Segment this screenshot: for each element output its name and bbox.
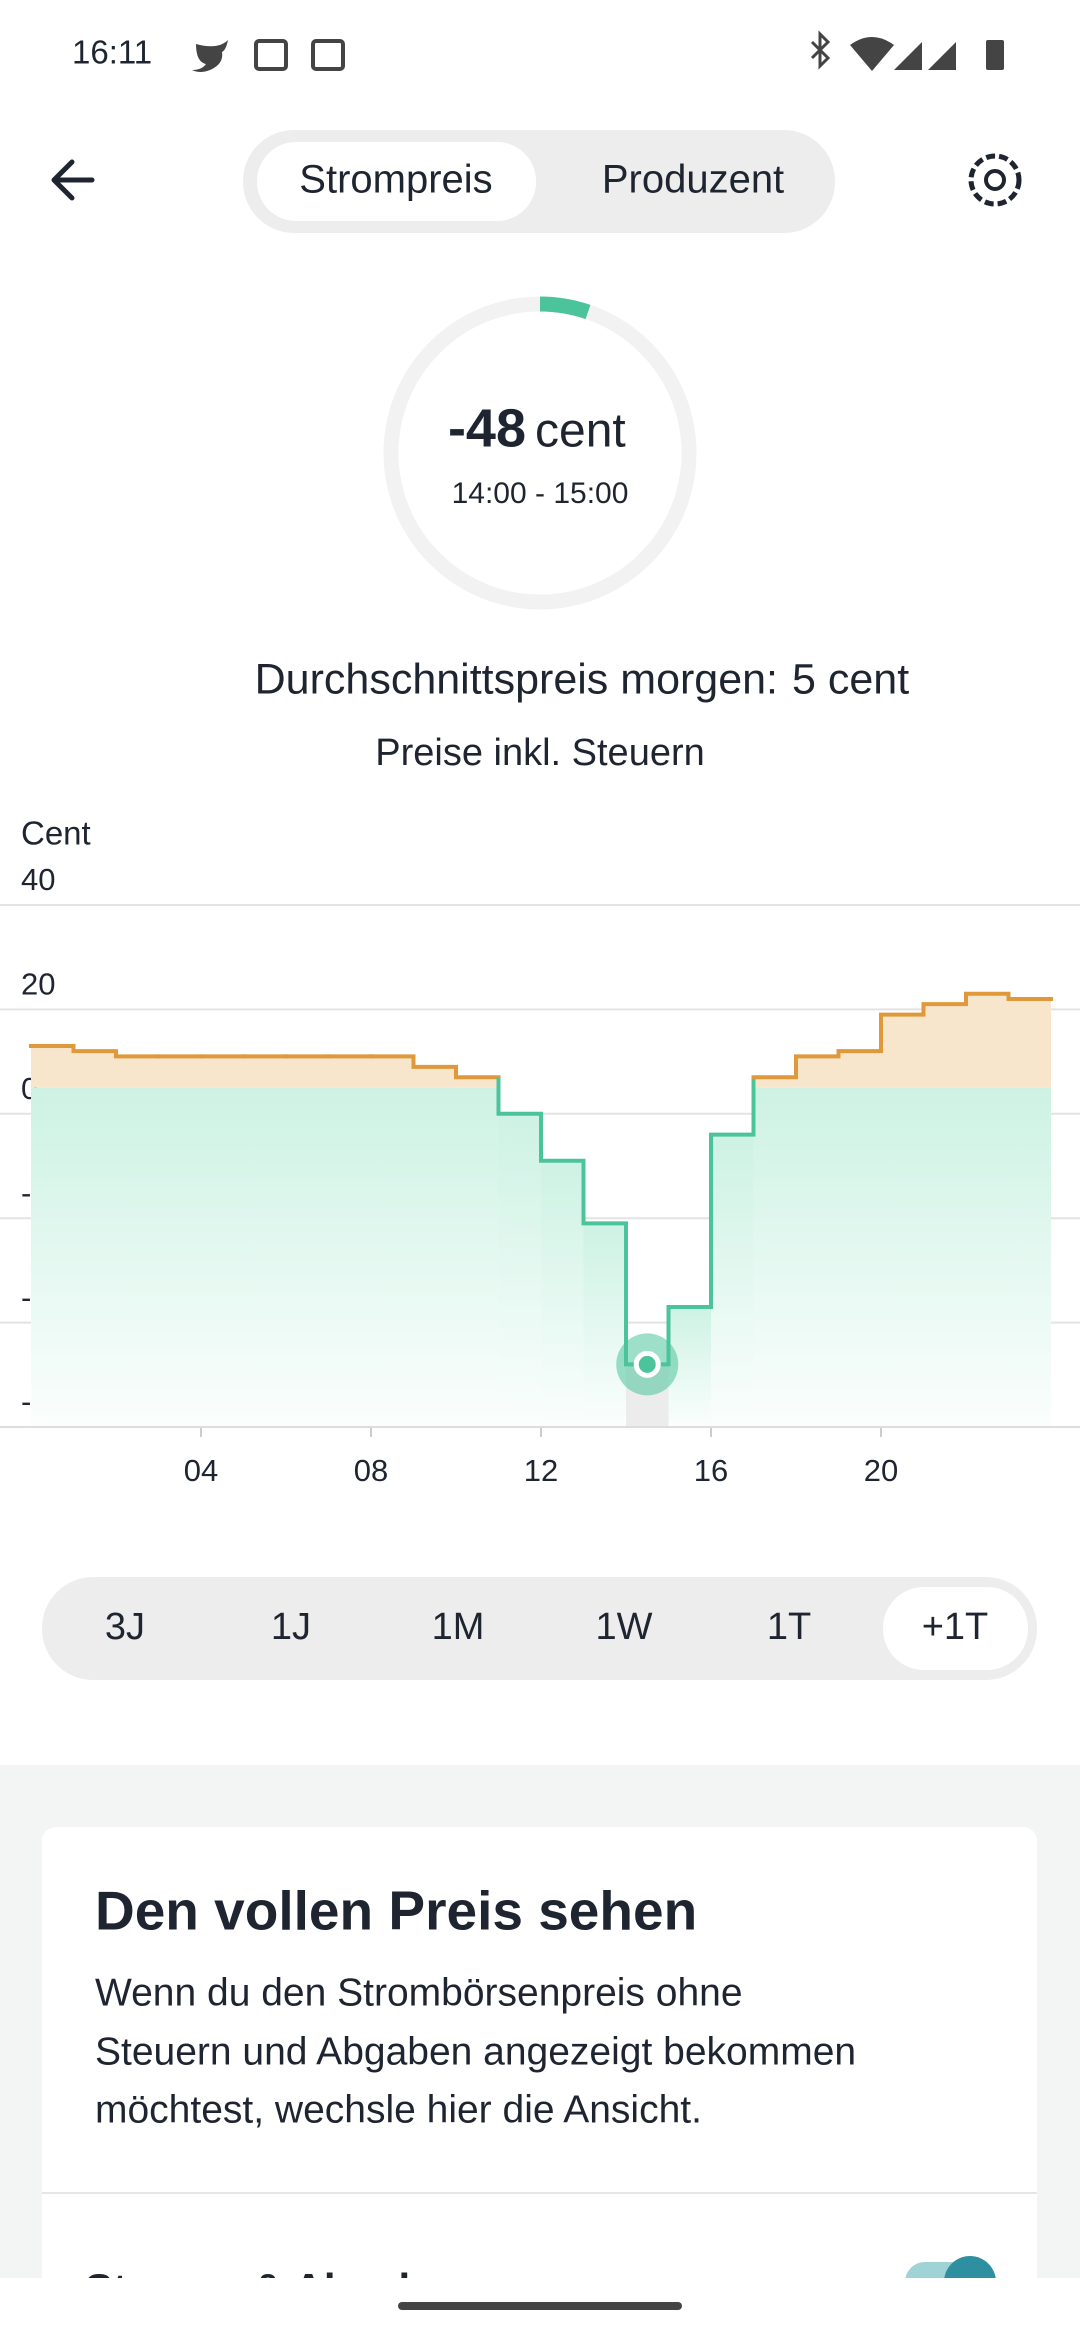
x-tick-label: 04 bbox=[184, 1453, 218, 1488]
area-above bbox=[753, 1077, 796, 1088]
price-unit: cent bbox=[535, 405, 626, 458]
card-body: möchtest, wechsle hier die Ansicht. bbox=[95, 2088, 702, 2131]
area-below bbox=[711, 1134, 754, 1427]
selected-range bbox=[883, 1587, 1028, 1670]
area-above bbox=[286, 1056, 329, 1088]
area-above bbox=[158, 1056, 201, 1088]
area-above bbox=[116, 1056, 159, 1088]
area-above bbox=[456, 1077, 499, 1088]
area-above bbox=[243, 1056, 286, 1088]
note: Preise inkl. Steuern bbox=[375, 732, 705, 774]
x-tick-label: 08 bbox=[354, 1453, 388, 1488]
area-below bbox=[456, 1087, 499, 1427]
area-above bbox=[328, 1056, 371, 1088]
area-above bbox=[371, 1056, 414, 1088]
area-above bbox=[923, 1004, 966, 1088]
area-below bbox=[796, 1087, 839, 1427]
area-below bbox=[31, 1087, 74, 1427]
area-below bbox=[371, 1087, 414, 1427]
battery-icon bbox=[986, 40, 1004, 70]
tab[interactable]: Produzent bbox=[602, 158, 784, 202]
area-below bbox=[498, 1113, 541, 1427]
bluetooth-icon bbox=[810, 30, 831, 70]
selected-tab bbox=[257, 142, 536, 221]
area-above bbox=[796, 1056, 839, 1088]
average-label: Durchschnittspreis morgen: bbox=[255, 655, 778, 703]
area-below bbox=[328, 1087, 371, 1427]
card-body: Wenn du den Strombörsenpreis ohne bbox=[95, 1971, 743, 2014]
status-icons bbox=[192, 30, 1004, 72]
range-button[interactable]: 1W bbox=[596, 1606, 653, 1648]
range-selector bbox=[42, 1577, 1037, 1680]
area-below bbox=[838, 1087, 881, 1427]
x-tick-label: 12 bbox=[524, 1453, 558, 1488]
range-button[interactable]: 1T bbox=[767, 1606, 811, 1648]
range-button[interactable]: 3J bbox=[105, 1606, 145, 1648]
area-above bbox=[73, 1051, 116, 1088]
signal-icon bbox=[928, 42, 956, 70]
range-button[interactable]: 1M bbox=[432, 1606, 485, 1648]
area-below bbox=[73, 1087, 116, 1427]
area-below bbox=[1008, 1087, 1051, 1427]
area-above bbox=[1008, 998, 1051, 1088]
price-ring-arc bbox=[539, 296, 591, 320]
area-above bbox=[881, 1014, 924, 1088]
area-above bbox=[31, 1045, 74, 1088]
signal-icon bbox=[894, 42, 922, 70]
area-below bbox=[966, 1087, 1009, 1427]
area-below bbox=[881, 1087, 924, 1427]
range-button[interactable]: +1T bbox=[922, 1606, 989, 1648]
x-tick-label: 20 bbox=[864, 1453, 898, 1488]
selected-point bbox=[633, 1350, 661, 1378]
y-tick-label: 20 bbox=[21, 967, 55, 1002]
settings-button[interactable] bbox=[968, 153, 1022, 207]
calendar-icon bbox=[311, 39, 345, 71]
x-tick-label: 16 bbox=[694, 1453, 728, 1488]
calendar-icon bbox=[254, 39, 288, 71]
tab[interactable]: Strompreis bbox=[299, 158, 492, 202]
card-title: Den vollen Preis sehen bbox=[95, 1880, 697, 1942]
area-below bbox=[201, 1087, 244, 1427]
area-below bbox=[413, 1087, 456, 1427]
price-value: -48 bbox=[448, 398, 526, 458]
back-button[interactable] bbox=[51, 159, 95, 201]
area-below bbox=[923, 1087, 966, 1427]
average-value: 5 cent bbox=[792, 655, 909, 703]
card-body: Steuern und Abgaben angezeigt bekommen bbox=[95, 2030, 856, 2073]
area-below bbox=[583, 1223, 626, 1427]
area-below bbox=[541, 1160, 584, 1427]
area-above bbox=[838, 1051, 881, 1088]
y-tick-label: 40 bbox=[21, 862, 55, 897]
card bbox=[42, 1827, 1037, 2340]
area-below bbox=[286, 1087, 329, 1427]
gear-hole bbox=[984, 169, 1006, 191]
y-axis-label: Cent bbox=[21, 815, 91, 852]
area-below bbox=[158, 1087, 201, 1427]
home-indicator bbox=[398, 2302, 682, 2310]
area-above bbox=[966, 993, 1009, 1088]
area-below bbox=[243, 1087, 286, 1427]
price-time: 14:00 - 15:00 bbox=[452, 477, 629, 510]
range-button[interactable]: 1J bbox=[271, 1606, 311, 1648]
wifi-icon bbox=[850, 37, 894, 71]
area-below bbox=[753, 1087, 796, 1427]
area-above bbox=[201, 1056, 244, 1088]
status-time: 16:11 bbox=[72, 34, 152, 71]
range-buttons: 3J 1J 1M 1W 1T +1T bbox=[105, 1587, 1028, 1670]
twitter-icon bbox=[192, 40, 228, 72]
area-below bbox=[116, 1087, 159, 1427]
area-above bbox=[413, 1066, 456, 1088]
gear bbox=[968, 153, 1022, 207]
